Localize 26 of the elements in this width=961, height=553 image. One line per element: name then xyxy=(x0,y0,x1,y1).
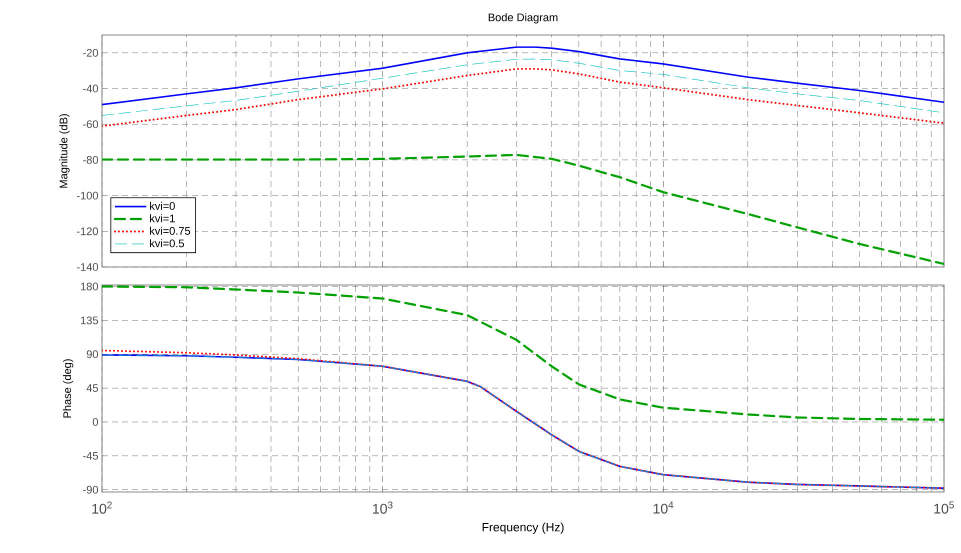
x-tick-label: 10$^{4}$ xyxy=(654,502,674,514)
y-tick-label: 0 xyxy=(92,418,98,426)
y-axis-title: Magnitude (dB) xyxy=(59,114,70,188)
y-tick-label: -20 xyxy=(83,48,98,57)
y-tick-label: 180 xyxy=(80,282,98,290)
legend-label: kvi=1 xyxy=(150,214,175,222)
y-tick-label: 45 xyxy=(86,384,98,392)
y-tick-label: -40 xyxy=(83,84,98,92)
legend-label: kvi=0.75 xyxy=(150,226,190,235)
y-tick-label: -100 xyxy=(76,192,98,200)
y-tick-label: -120 xyxy=(76,227,98,236)
x-tick-label: 10$^{3}$ xyxy=(372,502,393,514)
y-tick-label: 90 xyxy=(86,350,98,358)
chart-title: Bode Diagram xyxy=(488,13,558,24)
y-tick-label: -45 xyxy=(83,452,98,460)
y-tick-label: -90 xyxy=(83,486,98,494)
y-tick-label: 135 xyxy=(80,316,98,324)
x-tick-label: 10$^{2}$ xyxy=(92,502,112,514)
y-tick-label: -80 xyxy=(83,156,98,164)
legend-label: kvi=0 xyxy=(150,202,175,210)
y-axis-title: Phase (deg) xyxy=(63,359,74,418)
x-tick-label: 10$^{5}$ xyxy=(934,502,954,514)
y-tick-label: -140 xyxy=(76,263,98,271)
x-axis-title: Frequency (Hz) xyxy=(482,522,564,534)
y-tick-label: -60 xyxy=(83,120,98,128)
legend-label: kvi=0.5 xyxy=(150,239,184,248)
